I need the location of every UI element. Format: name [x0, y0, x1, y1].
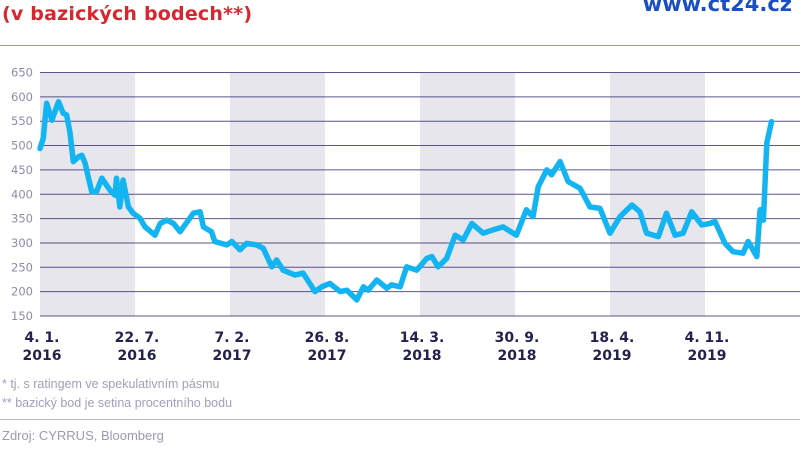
x-tick-label-day: 22. 7. [115, 330, 160, 346]
x-tick-label-year: 2018 [498, 348, 537, 364]
x-tick-label-day: 7. 2. [215, 330, 250, 346]
x-tick-label-year: 2019 [593, 348, 632, 364]
y-tick-label: 400 [11, 187, 33, 201]
y-tick-label: 150 [11, 309, 33, 323]
y-tick-label: 300 [11, 236, 33, 250]
y-axis-labels: 650 600 550 500 450 400 350 300 250 200 150 [11, 66, 33, 324]
series-layer [37, 98, 775, 303]
y-tick-label: 200 [11, 285, 33, 299]
y-tick-label: 350 [11, 212, 33, 226]
source-note: Zdroj: CYRRUS, Bloomberg [2, 428, 164, 443]
x-axis-labels: 4. 1. 2016 22. 7. 2016 7. 2. 2017 26. 8. 2017 14… [23, 330, 730, 364]
footer-divider [0, 419, 800, 420]
x-tick-label-day: 18. 4. [590, 330, 635, 346]
x-tick-label-year: 2019 [688, 348, 727, 364]
footnote-2: ** bazický bod je setina procentního bod… [2, 396, 233, 410]
x-tick-label-day: 30. 9. [495, 330, 540, 346]
x-tick-label-year: 2016 [23, 348, 62, 364]
y-tick-label: 450 [11, 163, 33, 177]
y-tick-label: 550 [11, 114, 33, 128]
x-tick-label-day: 4. 1. [25, 330, 60, 346]
y-tick-label: 250 [11, 260, 33, 274]
x-tick-label-day: 4. 11. [685, 330, 730, 346]
x-tick-label-day: 14. 3. [400, 330, 445, 346]
x-tick-label-day: 26. 8. [305, 330, 350, 346]
x-tick-label-year: 2017 [213, 348, 252, 364]
x-tick-label-year: 2017 [308, 348, 347, 364]
x-tick-label-year: 2016 [118, 348, 157, 364]
line-chart: 650 600 550 500 450 400 350 300 250 200 150 4. 1. 2… [11, 66, 800, 364]
y-tick-label: 600 [11, 90, 33, 104]
y-tick-label: 500 [11, 139, 33, 153]
title-divider [0, 45, 800, 46]
chart-title: (v bazických bodech**) [2, 3, 253, 25]
y-tick-label: 650 [11, 66, 33, 80]
footnote-1: * tj. s ratingem ve spekulativním pásmu [2, 377, 220, 391]
x-tick-label-year: 2018 [403, 348, 442, 364]
ct24-logo[interactable]: www.ct24.cz [642, 0, 792, 16]
